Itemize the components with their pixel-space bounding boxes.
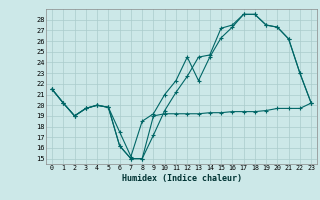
X-axis label: Humidex (Indice chaleur): Humidex (Indice chaleur) [122,174,242,183]
